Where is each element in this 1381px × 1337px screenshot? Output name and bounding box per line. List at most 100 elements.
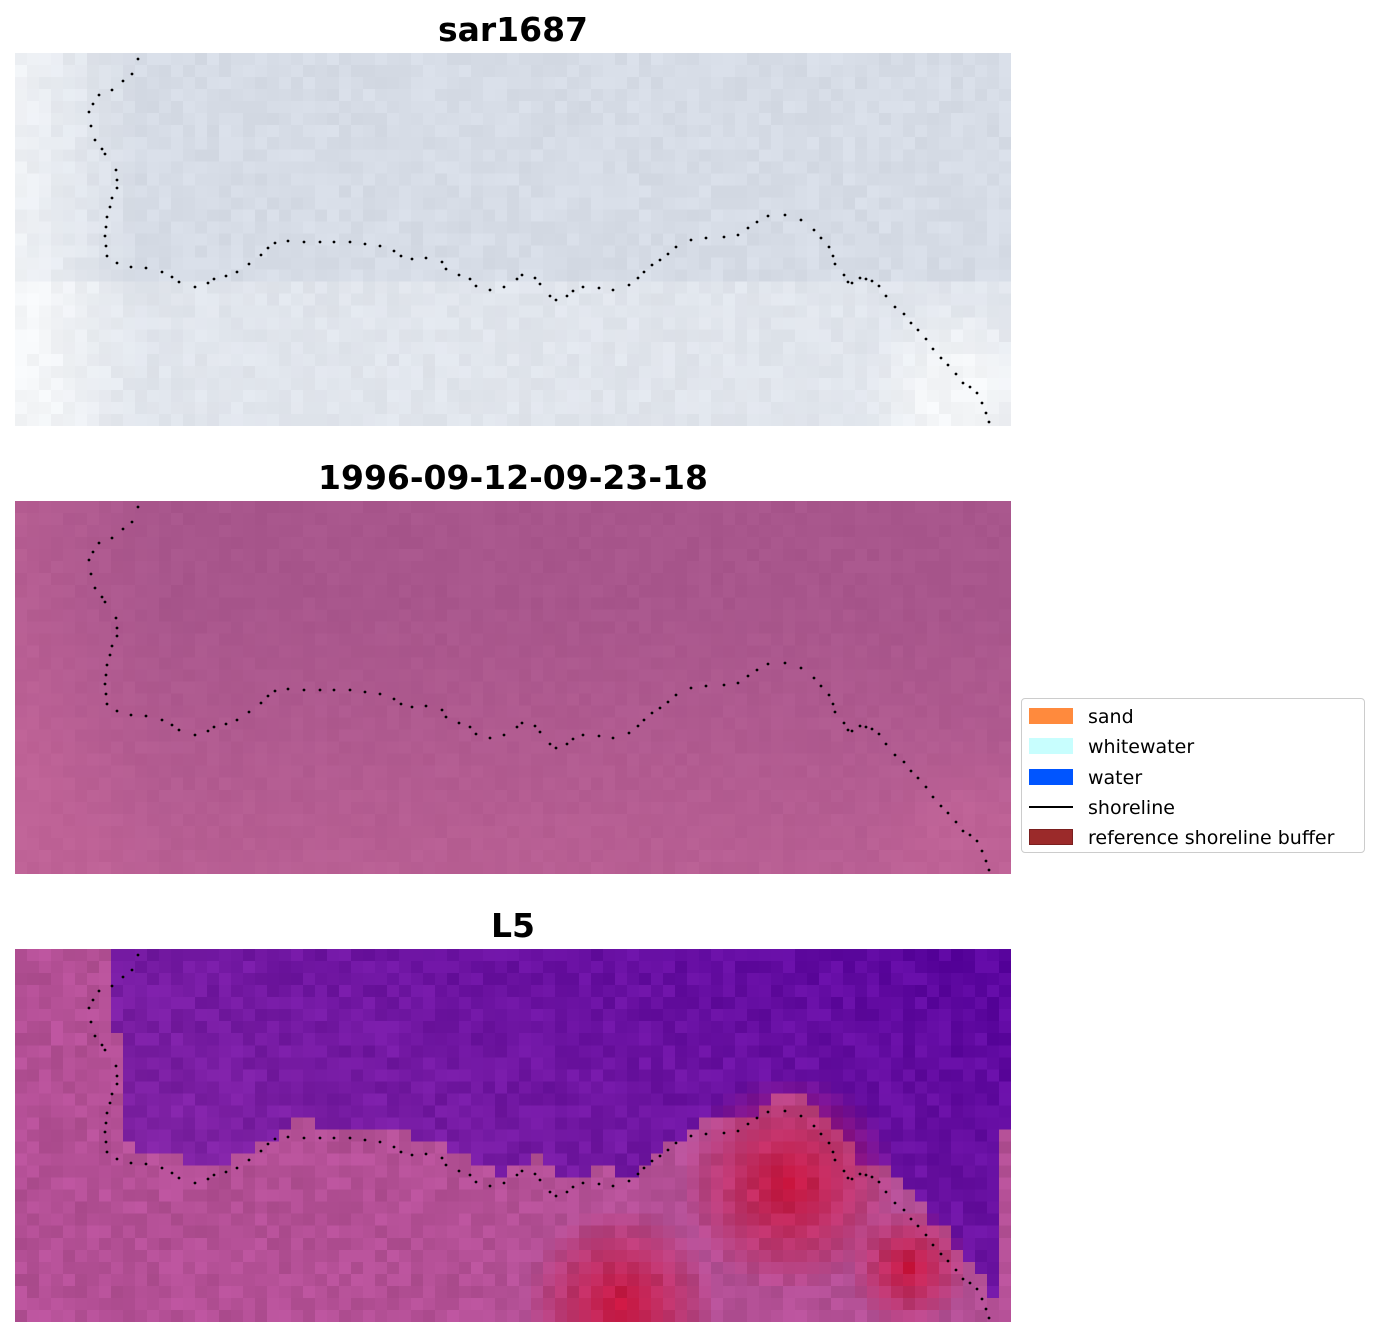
shoreline-point — [755, 1116, 759, 1120]
shoreline-point — [627, 283, 631, 287]
shoreline-point — [266, 694, 270, 698]
shoreline-point — [110, 196, 114, 200]
shoreline-point — [247, 262, 251, 266]
shoreline-point — [831, 702, 835, 706]
legend-item-whitewater: whitewater — [1028, 734, 1362, 758]
shoreline-point — [819, 1132, 823, 1136]
shoreline-point — [206, 1177, 210, 1181]
shoreline-point — [689, 238, 693, 242]
shoreline-point — [136, 57, 140, 61]
shoreline-point — [520, 721, 524, 725]
shoreline-point — [893, 753, 897, 757]
shoreline-point — [746, 226, 750, 230]
shoreline-point — [674, 245, 678, 249]
shoreline-point — [975, 839, 979, 843]
shoreline-point — [864, 1173, 868, 1177]
shoreline-point — [212, 1173, 216, 1177]
shoreline-point — [515, 1173, 519, 1177]
shoreline-point — [115, 626, 119, 630]
shoreline-point — [642, 270, 646, 274]
shoreline-point — [571, 737, 575, 741]
shoreline-point — [424, 704, 428, 708]
whitewater-swatch — [1029, 738, 1073, 754]
shoreline-point — [877, 284, 881, 288]
shoreline-point — [130, 968, 134, 972]
shoreline-point — [206, 729, 210, 733]
shoreline-point — [548, 1190, 552, 1194]
shoreline-point — [457, 721, 461, 725]
shoreline-point — [108, 205, 112, 209]
shoreline-point — [392, 249, 396, 253]
shoreline-point — [980, 401, 984, 405]
shoreline-point — [704, 236, 708, 240]
shoreline-point — [827, 1141, 831, 1145]
shoreline-point — [799, 1114, 803, 1118]
shoreline-point — [884, 1190, 888, 1194]
shoreline-point — [909, 321, 913, 325]
shoreline-point — [103, 682, 107, 686]
shoreline-point — [581, 1181, 585, 1185]
shoreline-point — [130, 72, 134, 76]
shoreline-point — [103, 234, 107, 238]
shoreline-point — [100, 595, 104, 599]
shoreline-overlay — [87, 57, 991, 424]
shoreline-point — [115, 178, 119, 182]
shoreline-point — [177, 280, 181, 284]
shoreline-point — [302, 688, 306, 692]
shoreline-point — [273, 689, 277, 693]
shoreline-point — [858, 276, 862, 280]
shoreline-point — [97, 541, 101, 545]
shoreline-point — [565, 1190, 569, 1194]
shoreline-point — [87, 1006, 91, 1010]
shoreline-point — [399, 1150, 403, 1154]
shoreline-point — [533, 1172, 537, 1176]
shoreline-point — [502, 1181, 506, 1185]
shoreline-point — [658, 258, 662, 262]
rgb-image — [15, 501, 1011, 874]
shoreline-point — [348, 688, 352, 692]
shoreline-point — [987, 1316, 991, 1320]
shoreline-point — [130, 520, 134, 524]
shoreline-point — [689, 1134, 693, 1138]
shoreline-point — [91, 102, 95, 106]
shoreline-point — [924, 785, 928, 789]
shoreline-point — [410, 705, 414, 709]
shoreline-point — [627, 731, 631, 735]
shoreline-point — [103, 1048, 107, 1052]
shoreline-point — [538, 1178, 542, 1182]
shoreline-point — [736, 681, 740, 685]
shoreline-point — [571, 289, 575, 293]
shoreline-point — [650, 263, 654, 267]
shoreline-point — [597, 286, 601, 290]
shoreline-point — [870, 279, 874, 283]
shoreline-point — [636, 724, 640, 728]
shoreline-point — [799, 666, 803, 670]
shoreline-point — [783, 661, 787, 665]
shoreline-point — [104, 673, 108, 677]
shoreline-point — [893, 305, 897, 309]
shoreline-point — [103, 152, 107, 156]
shoreline-point — [332, 240, 336, 244]
shoreline-point — [939, 804, 943, 808]
shoreline-point — [363, 242, 367, 246]
shoreline-point — [766, 214, 770, 218]
shoreline-point — [689, 686, 693, 690]
shoreline-point — [870, 1175, 874, 1179]
shoreline-point — [538, 282, 542, 286]
shoreline-point — [108, 1101, 112, 1105]
shoreline-point — [468, 725, 472, 729]
shoreline-point — [110, 984, 114, 988]
shoreline-point — [870, 727, 874, 731]
shoreline-point — [902, 312, 906, 316]
shoreline-point — [488, 1184, 492, 1188]
shoreline-overlay — [87, 505, 991, 872]
shoreline-point — [110, 536, 114, 540]
shoreline-point — [939, 356, 943, 360]
shoreline-point — [642, 718, 646, 722]
shoreline-point — [110, 644, 114, 648]
shoreline-point — [100, 147, 104, 151]
shoreline-point — [115, 1157, 119, 1161]
shoreline-point — [850, 1177, 854, 1181]
shoreline-point — [924, 337, 928, 341]
shoreline-point — [954, 1268, 958, 1272]
